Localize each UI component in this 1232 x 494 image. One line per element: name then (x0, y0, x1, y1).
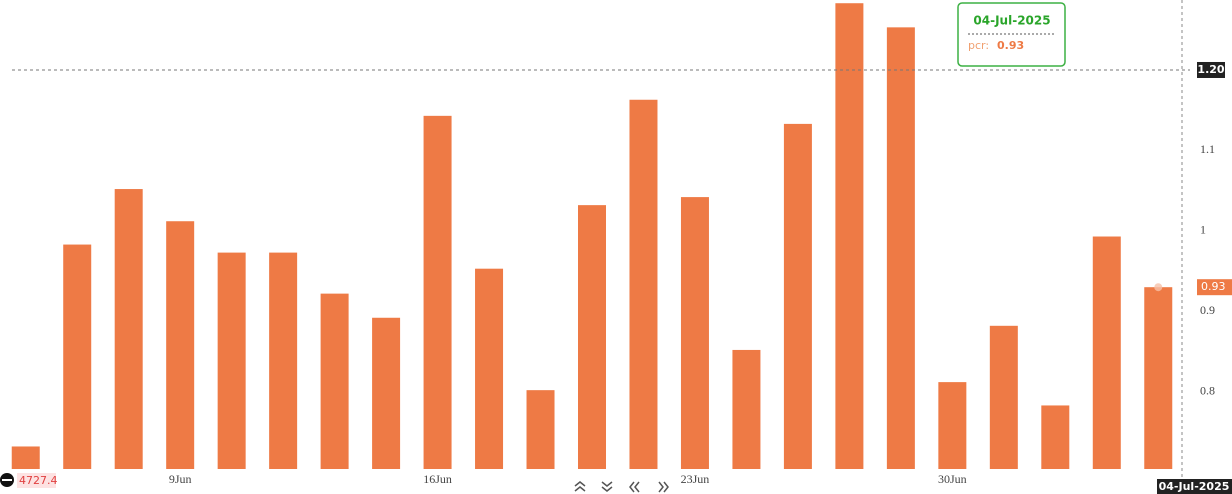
bar (1092, 236, 1121, 469)
x-tick-label: 16Jun (423, 472, 452, 486)
bar (217, 252, 246, 469)
nav-right[interactable] (658, 481, 664, 493)
crosshair-y-label: 1.20 (1197, 63, 1224, 76)
tooltip-value: 0.93 (997, 39, 1024, 52)
nav-down[interactable] (601, 481, 613, 487)
bar (320, 293, 349, 469)
bar (938, 382, 967, 469)
last-value-box (1197, 279, 1232, 296)
bar (1144, 287, 1173, 469)
x-tick-label: 30Jun (938, 472, 967, 486)
y-tick-label: 0.9 (1200, 303, 1215, 317)
bar (475, 268, 504, 469)
tooltip-label: pcr: (968, 39, 989, 52)
hover-point (1154, 283, 1163, 292)
x-tick-label: 23Jun (681, 472, 710, 486)
nav-up[interactable] (574, 481, 586, 487)
navigation[interactable] (574, 481, 669, 493)
bar (886, 27, 915, 470)
left-marker-box (17, 473, 56, 488)
nav-left[interactable] (634, 481, 640, 493)
bar (11, 446, 40, 469)
left-marker-minus (2, 479, 12, 481)
bar (680, 197, 709, 469)
bar (835, 3, 864, 470)
bar (114, 189, 143, 469)
bar (732, 349, 761, 469)
bar (166, 221, 195, 469)
y-tick-label: 1.1 (1200, 142, 1215, 156)
y-tick-label: 0.8 (1200, 384, 1215, 398)
tooltip-date: 04-Jul-2025 (973, 14, 1050, 28)
bar (629, 99, 658, 470)
bar (63, 244, 92, 469)
nav-left[interactable] (629, 481, 635, 493)
bar (269, 252, 298, 469)
bar (578, 205, 606, 470)
bar (526, 390, 555, 469)
bar (372, 317, 401, 469)
bar (423, 115, 452, 469)
y-tick-label: 1 (1200, 223, 1206, 237)
nav-right[interactable] (663, 481, 669, 493)
crosshair-x-label: 04-Jul-2025 (1159, 480, 1230, 493)
tooltip: 04-Jul-2025 pcr: 0.93 (957, 2, 1066, 67)
crosshair-x-box (1157, 479, 1232, 494)
left-marker-label: 4727.4 (19, 474, 58, 487)
tooltip-box (957, 2, 1066, 67)
nav-up[interactable] (574, 486, 586, 492)
bar (989, 325, 1018, 469)
bar (783, 123, 812, 470)
bar (1041, 405, 1070, 469)
x-tick-label: 9Jun (169, 472, 192, 486)
last-value-label: 0.93 (1201, 280, 1226, 293)
crosshair-y-box (1197, 61, 1225, 78)
nav-down[interactable] (601, 486, 613, 492)
